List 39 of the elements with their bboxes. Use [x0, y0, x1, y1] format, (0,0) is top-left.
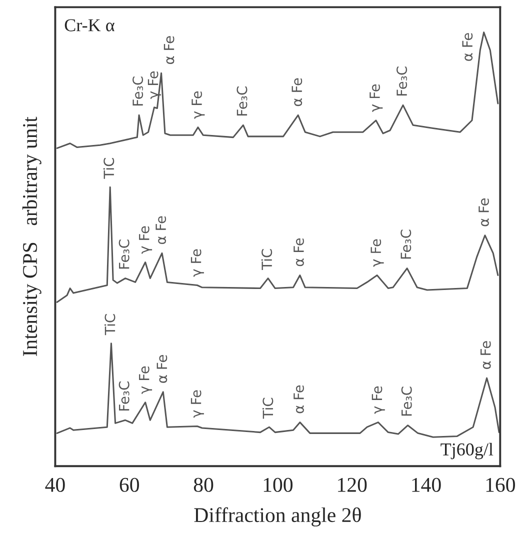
annotation: Fe₃C [401, 386, 412, 416]
x-tick-label: 80 [194, 478, 214, 492]
x-axis-title: Diffraction angle 2θ [194, 507, 361, 526]
annotation: TiC [261, 249, 272, 270]
annotation: γ Fe [370, 84, 383, 112]
annotation: Fe₃C [118, 382, 130, 410]
annotation: α Fe [294, 238, 304, 266]
annotation: Fe₃C [132, 76, 144, 106]
annotation: Tj60g/l [440, 442, 494, 460]
annotation: γ Fe [370, 239, 384, 267]
annotation: TiC [103, 158, 114, 179]
annotation: TiC [104, 314, 116, 336]
x-tick-label: 40 [45, 478, 65, 492]
x-tick-label: 100 [264, 478, 293, 492]
annotation: TiC [262, 398, 274, 419]
y-axis-title: Intensity CPS arbitrary unit [22, 116, 42, 356]
x-tick-label: 120 [338, 478, 367, 492]
text: Cr-K α [64, 19, 114, 32]
x-tick-label: 140 [412, 478, 441, 492]
annotation: α Fe [156, 355, 168, 383]
annotation: γ Fe [192, 91, 205, 119]
annotation: α Fe [480, 341, 491, 369]
annotation: α Fe [292, 78, 302, 106]
x-tick-label: 160 [486, 478, 515, 492]
x-tick-label: 60 [120, 478, 140, 492]
annotation: γ Fe [139, 226, 152, 254]
annotation: γ Fe [139, 366, 152, 394]
annotation: α Fe [462, 33, 473, 61]
annotation: γ Fe [372, 386, 385, 414]
annotation: Fe₃C [396, 66, 408, 96]
annotation: Fe₃C [118, 240, 130, 269]
annotation: α Fe [478, 198, 489, 226]
annotation: Fe₃C [400, 230, 412, 259]
annotation: α Fe [164, 36, 174, 64]
annotation: γ Fe [190, 249, 204, 277]
annotation: α Fe [294, 385, 304, 414]
annotation: γ Fe [190, 390, 204, 418]
annotation: Fe₃C [236, 86, 248, 116]
annotation: α Fe [156, 216, 166, 244]
